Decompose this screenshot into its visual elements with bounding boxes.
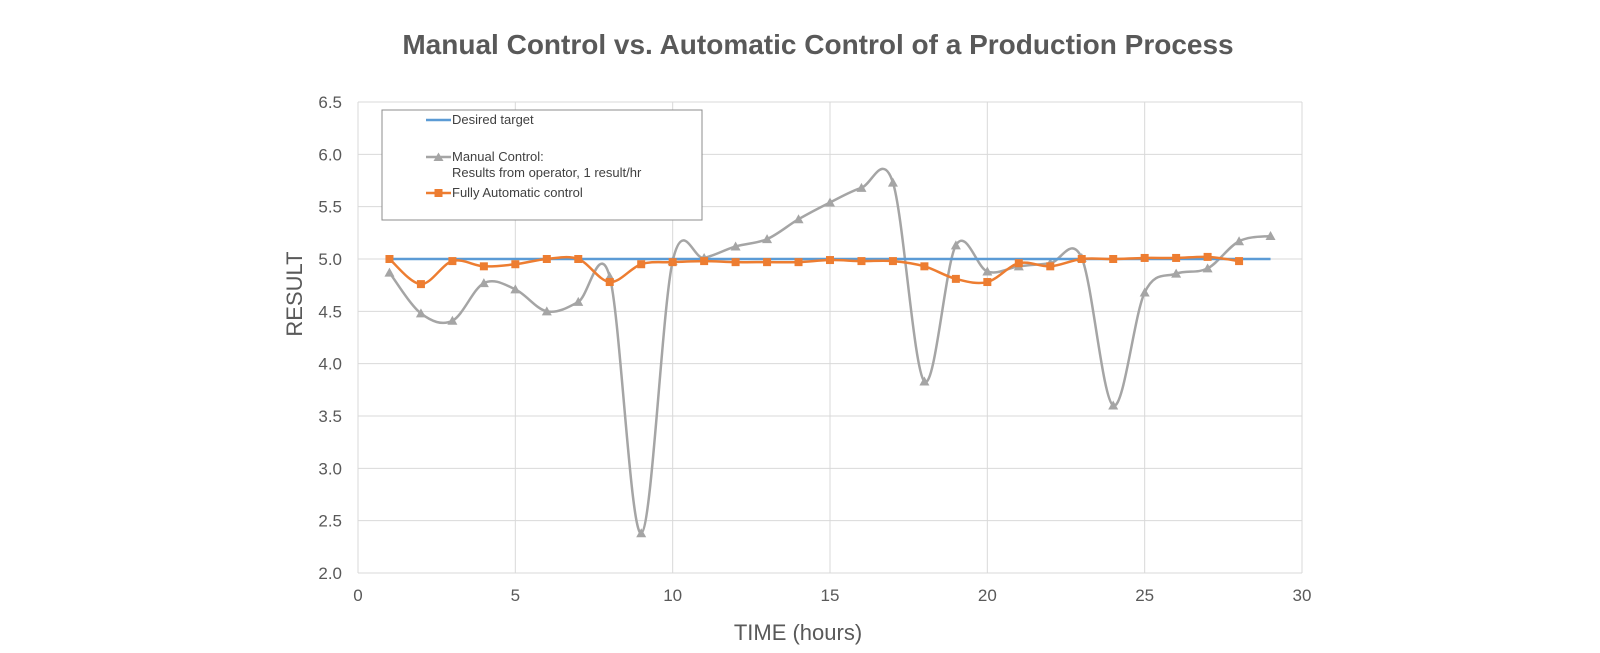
data-point-square <box>1046 262 1055 271</box>
y-tick-label: 2.0 <box>318 564 342 583</box>
data-point-triangle <box>730 241 741 251</box>
data-point-triangle <box>636 528 647 538</box>
x-tick-label: 25 <box>1135 586 1154 605</box>
legend-label-manual-control: Manual Control: <box>452 149 544 164</box>
data-point-triangle <box>856 182 867 192</box>
data-point-square <box>1235 257 1244 266</box>
data-point-triangle <box>919 376 930 386</box>
data-point-triangle <box>793 214 804 224</box>
legend-box <box>381 109 703 221</box>
y-axis-title: RESULT <box>282 251 307 336</box>
data-point-square <box>1172 253 1181 262</box>
y-tick-label: 4.0 <box>318 355 342 374</box>
data-point-square <box>700 257 709 266</box>
data-point-square <box>920 262 929 271</box>
y-tick-label: 3.0 <box>318 459 342 478</box>
data-point-triangle <box>1108 400 1119 410</box>
data-point-square <box>1203 252 1212 261</box>
data-point-triangle <box>573 296 584 306</box>
data-point-square <box>857 257 866 266</box>
data-point-square <box>479 262 488 271</box>
data-point-square <box>385 255 394 263</box>
data-point-square <box>794 258 803 267</box>
data-point-triangle <box>1139 287 1150 297</box>
legend-label-manual-control-detail: Results from operator, 1 result/hr <box>452 165 642 180</box>
y-tick-label: 6.0 <box>318 145 342 164</box>
data-point-triangle <box>887 177 898 187</box>
data-point-square <box>1077 255 1086 263</box>
legend: Desired target Manual Control: Results f… <box>381 109 703 221</box>
data-point-triangle <box>762 234 773 244</box>
data-point-triangle <box>950 240 961 250</box>
y-tick-label: 5.0 <box>318 250 342 269</box>
tick-layer: 2.0 2.5 3.0 3.5 4.0 4.5 5.0 5.5 6.0 6.5 0 5 10 15 20 25… <box>318 93 1311 605</box>
data-point-square <box>668 258 677 267</box>
x-tick-label: 10 <box>663 586 682 605</box>
data-point-square <box>826 256 834 265</box>
x-axis-title: TIME (hours) <box>734 620 862 645</box>
data-point-triangle <box>825 197 835 207</box>
data-point-square <box>448 257 457 266</box>
data-point-square <box>888 257 897 266</box>
data-point-triangle <box>510 284 521 294</box>
data-point-square <box>605 278 614 287</box>
data-point-square <box>542 255 551 263</box>
y-tick-label: 6.5 <box>318 93 342 112</box>
y-tick-label: 2.5 <box>318 512 342 531</box>
x-tick-label: 20 <box>978 586 997 605</box>
data-point-square <box>1014 259 1023 268</box>
x-tick-label: 15 <box>821 586 840 605</box>
legend-label-desired-target: Desired target <box>452 112 534 127</box>
y-tick-label: 5.5 <box>318 198 342 217</box>
data-point-triangle <box>982 266 993 276</box>
x-tick-label: 30 <box>1293 586 1312 605</box>
data-point-triangle <box>1234 236 1245 246</box>
data-point-triangle <box>384 267 395 277</box>
y-tick-label: 4.5 <box>318 302 342 321</box>
data-point-triangle <box>541 306 552 316</box>
data-point-square <box>416 280 425 289</box>
data-point-square <box>637 260 646 269</box>
chart-title: Manual Control vs. Automatic Control of … <box>402 29 1233 60</box>
x-tick-label: 0 <box>353 586 362 605</box>
data-point-triangle <box>415 308 426 318</box>
data-point-triangle <box>1171 268 1182 278</box>
legend-marker-square <box>434 189 443 197</box>
data-point-square <box>983 278 992 287</box>
series-layer <box>384 167 1276 538</box>
data-point-square <box>511 260 520 269</box>
data-point-square <box>951 274 960 283</box>
data-point-triangle <box>1202 263 1213 273</box>
data-point-square <box>763 258 772 267</box>
data-point-square <box>1109 255 1118 263</box>
data-point-triangle <box>478 278 489 288</box>
data-point-triangle <box>447 315 458 325</box>
data-point-square <box>1140 253 1149 262</box>
legend-marker-triangle <box>433 152 444 161</box>
data-point-square <box>731 258 740 267</box>
legend-label-automatic-control: Fully Automatic control <box>452 185 583 200</box>
x-tick-label: 5 <box>511 586 520 605</box>
data-point-triangle <box>1265 230 1276 240</box>
data-point-square <box>574 255 583 263</box>
series-line-fully-automatic-control <box>388 255 1240 286</box>
y-tick-label: 3.5 <box>318 407 342 426</box>
